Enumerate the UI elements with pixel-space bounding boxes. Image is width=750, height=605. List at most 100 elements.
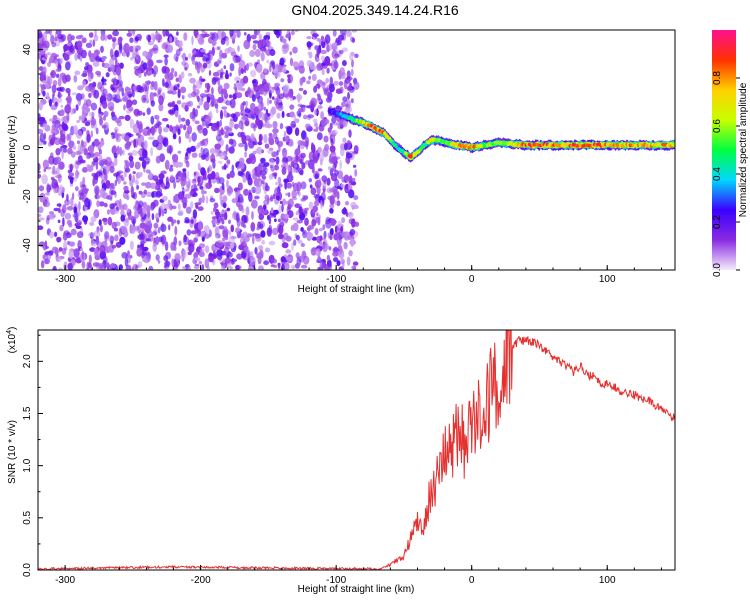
noise-speckle: [45, 217, 50, 225]
noise-speckle: [249, 251, 254, 258]
noise-speckle: [201, 189, 205, 195]
noise-speckle: [256, 146, 263, 155]
noise-speckle: [327, 127, 332, 133]
noise-speckle: [76, 231, 84, 239]
noise-speckle: [210, 100, 215, 108]
noise-speckle: [132, 174, 136, 183]
noise-speckle: [145, 191, 153, 197]
noise-speckle: [157, 187, 163, 197]
noise-speckle: [123, 181, 127, 185]
noise-speckle: [263, 134, 268, 144]
noise-speckle: [187, 72, 193, 77]
noise-speckle: [205, 60, 212, 69]
noise-speckle: [212, 98, 219, 106]
noise-speckle: [178, 114, 182, 124]
noise-speckle: [309, 184, 313, 189]
noise-speckle: [215, 134, 222, 142]
noise-speckle: [50, 34, 55, 45]
noise-speckle: [318, 227, 323, 232]
noise-speckle: [68, 172, 75, 178]
noise-speckle: [55, 156, 62, 164]
noise-speckle: [341, 208, 348, 215]
noise-speckle: [162, 209, 167, 213]
noise-speckle: [186, 170, 190, 180]
noise-speckle: [289, 111, 295, 118]
noise-speckle: [177, 203, 181, 211]
noise-speckle: [308, 75, 311, 80]
noise-speckle: [202, 56, 207, 62]
noise-speckle: [199, 93, 207, 98]
noise-speckle: [132, 171, 136, 175]
noise-speckle: [301, 162, 306, 169]
noise-speckle: [305, 123, 311, 129]
noise-speckle: [99, 116, 103, 126]
noise-speckle: [93, 89, 100, 99]
noise-speckle: [337, 220, 342, 229]
noise-speckle: [221, 88, 228, 94]
noise-speckle: [96, 200, 100, 208]
noise-speckle: [235, 212, 240, 223]
noise-speckle: [88, 32, 94, 38]
noise-speckle: [92, 240, 97, 247]
noise-speckle: [299, 77, 304, 86]
noise-speckle: [344, 189, 350, 193]
noise-speckle: [153, 80, 158, 91]
noise-speckle: [101, 173, 106, 182]
noise-speckle: [343, 174, 350, 181]
noise-speckle: [181, 181, 184, 190]
noise-speckle: [195, 30, 198, 34]
noise-speckle: [186, 229, 192, 236]
noise-speckle: [238, 161, 245, 170]
noise-speckle: [291, 242, 294, 252]
noise-speckle: [148, 171, 152, 179]
noise-speckle: [98, 201, 105, 207]
noise-speckle: [269, 108, 275, 118]
noise-speckle: [180, 86, 187, 94]
noise-speckle: [144, 83, 150, 92]
noise-speckle: [123, 43, 130, 53]
noise-speckle: [102, 115, 107, 121]
noise-speckle: [260, 230, 266, 238]
noise-speckle: [74, 70, 81, 76]
noise-speckle: [112, 203, 117, 207]
noise-speckle: [291, 168, 297, 173]
noise-speckle: [62, 217, 65, 227]
noise-speckle: [252, 234, 255, 245]
noise-speckle: [290, 225, 295, 231]
noise-speckle: [287, 166, 291, 173]
noise-speckle: [350, 68, 354, 77]
noise-speckle: [273, 264, 278, 268]
noise-speckle: [326, 254, 331, 261]
noise-speckle: [114, 117, 121, 124]
noise-speckle: [75, 104, 79, 111]
noise-speckle: [157, 260, 161, 264]
noise-speckle: [292, 217, 299, 221]
noise-speckle: [291, 124, 297, 128]
noise-speckle: [133, 65, 141, 71]
noise-speckle: [81, 261, 86, 269]
noise-speckle: [119, 98, 123, 102]
noise-speckle: [114, 156, 118, 167]
noise-speckle: [300, 181, 307, 190]
noise-speckle: [101, 56, 107, 62]
noise-speckle: [78, 201, 81, 212]
noise-speckle: [62, 204, 67, 214]
noise-speckle: [260, 72, 266, 80]
noise-speckle: [70, 108, 74, 115]
noise-speckle: [151, 213, 155, 221]
noise-speckle: [203, 33, 210, 38]
noise-speckle: [269, 65, 272, 73]
noise-speckle: [200, 48, 207, 53]
noise-speckle: [114, 129, 118, 139]
noise-speckle: [229, 170, 235, 178]
noise-speckle: [335, 45, 338, 51]
spectrogram-y-tick-label: 20: [22, 93, 33, 105]
noise-speckle: [242, 75, 249, 84]
noise-speckle: [178, 40, 183, 48]
noise-speckle: [43, 245, 47, 251]
snr-series-line: [38, 330, 675, 570]
noise-speckle: [211, 123, 218, 132]
noise-speckle: [162, 30, 167, 37]
noise-speckle: [111, 221, 117, 230]
noise-speckle: [90, 102, 98, 111]
